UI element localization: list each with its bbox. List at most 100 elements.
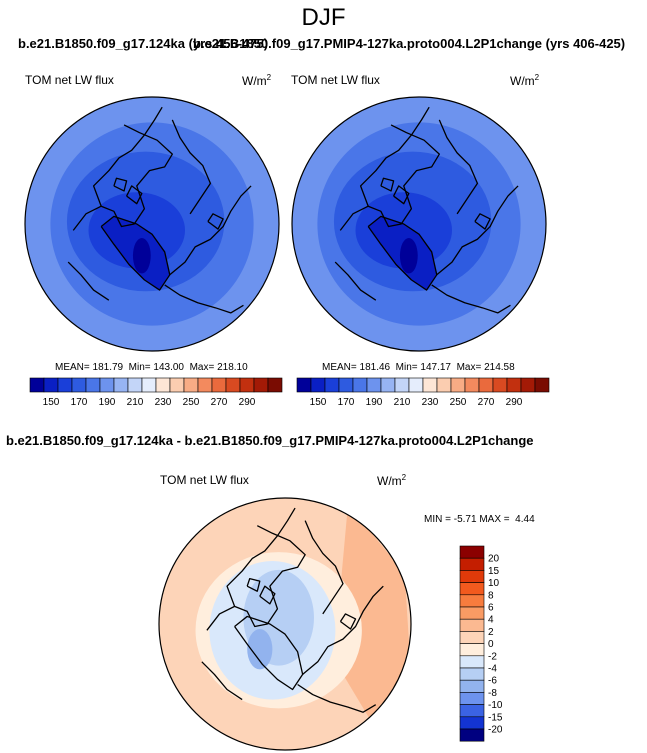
colorbar-swatch-4 <box>85 377 101 393</box>
map-boundary <box>24 96 280 352</box>
warm-anomaly-region <box>335 504 411 725</box>
polar-map-difference <box>158 497 412 751</box>
diff-colorbar-swatch-11 <box>459 679 485 693</box>
coastline-1 <box>226 507 296 607</box>
coastlines <box>67 106 252 314</box>
diff-colorbar-swatch-4 <box>459 594 485 608</box>
colorbar-swatch-8 <box>141 377 157 393</box>
max-left: 218.10 <box>217 362 248 373</box>
coastlines <box>201 507 384 713</box>
min-right: 147.17 <box>420 362 451 373</box>
colorbar-tick-270: 270 <box>211 397 228 408</box>
diff-colorbar-tick-10: 10 <box>488 578 500 589</box>
coastline-8 <box>339 613 357 630</box>
diff-colorbar-swatch-9 <box>459 655 485 669</box>
colorbar-tick-190: 190 <box>366 397 383 408</box>
diff-colorbar-tick--8: -8 <box>488 688 497 699</box>
variable-label-left: TOM net LW flux <box>25 73 114 87</box>
mean-right: 181.46 <box>359 362 391 373</box>
colorbar-swatch-14 <box>225 377 241 393</box>
colorbar-tick-170: 170 <box>338 397 355 408</box>
variable-label-right: TOM net LW flux <box>291 73 380 87</box>
polar-map-left <box>24 96 280 352</box>
coastline-7 <box>380 177 395 192</box>
diff-colorbar-tick-0: 0 <box>488 639 494 650</box>
case-title-left: b.e21.B1850.f09_g17.124ka (yrs 456-475) <box>18 36 269 51</box>
greenland-minimum <box>132 237 151 274</box>
coastline-6 <box>259 585 276 605</box>
colorbar-swatch-12 <box>464 377 480 393</box>
diff-colorbar-swatch-6 <box>459 618 485 632</box>
units-label-left: W/m2 <box>242 73 272 88</box>
colorbar-tick-150: 150 <box>310 397 327 408</box>
diff-colorbar-tick--15: -15 <box>488 712 503 723</box>
coastline-8 <box>207 213 224 230</box>
colorbar-swatch-10 <box>436 377 452 393</box>
diff-colorbar-tick-6: 6 <box>488 603 494 614</box>
colorbar-swatch-8 <box>408 377 424 393</box>
mean-left: 181.79 <box>92 362 124 373</box>
colorbar-swatch-7 <box>127 377 143 393</box>
colorbar-tick-210: 210 <box>127 397 144 408</box>
colorbar-swatch-14 <box>492 377 508 393</box>
colorbar-swatch-0 <box>29 377 45 393</box>
colorbar-swatch-10 <box>169 377 185 393</box>
max-diff: 4.44 <box>515 514 535 525</box>
diff-colorbar-tick-15: 15 <box>488 566 500 577</box>
diff-colorbar-tick-2: 2 <box>488 627 494 638</box>
coastline-7 <box>113 177 128 192</box>
case-title-right: b.e21.B1850.f09_g17.PMIP4-127ka.proto004… <box>193 36 626 51</box>
colorbar-tick-230: 230 <box>155 397 172 408</box>
coastline-9 <box>67 261 110 301</box>
coastlines <box>334 106 519 314</box>
difference-title: b.e21.B1850.f09_g17.124ka - b.e21.B1850.… <box>6 433 534 448</box>
colorbar-swatch-12 <box>197 377 213 393</box>
diff-colorbar-swatch-5 <box>459 606 485 620</box>
colorbar-swatch-16 <box>253 377 269 393</box>
stats-diff: MIN = -5.71 MAX = 4.44 <box>424 514 535 525</box>
map-boundary <box>158 497 412 751</box>
diff-colorbar-tick-8: 8 <box>488 590 494 601</box>
colorbar-swatch-3 <box>338 377 354 393</box>
colorbar-swatch-2 <box>57 377 73 393</box>
coastline-2 <box>234 615 304 691</box>
diff-colorbar-swatch-15 <box>459 728 485 742</box>
colorbar-swatch-13 <box>211 377 227 393</box>
diff-colorbar-tick--6: -6 <box>488 676 497 687</box>
map-fill <box>159 498 411 750</box>
colorbar-swatch-17 <box>267 377 283 393</box>
colorbar-left: 150 170 190 210 230 250 270 290 <box>29 377 283 408</box>
coastline-5 <box>171 119 212 215</box>
diff-colorbar-swatch-2 <box>459 570 485 583</box>
coastline-6 <box>393 185 410 205</box>
colorbar-swatch-9 <box>155 377 171 393</box>
greenland-minimum <box>399 237 418 274</box>
stats-right: MEAN= 181.46 Min= 147.17 Max= 214.58 <box>322 362 515 373</box>
colorbar-swatch-0 <box>296 377 312 393</box>
coastline-3 <box>297 683 377 713</box>
map-fill <box>292 97 546 351</box>
diff-colorbar-swatch-14 <box>459 716 485 730</box>
map-boundary <box>291 96 547 352</box>
coastline-4 <box>169 185 252 276</box>
coastline-3 <box>431 284 511 314</box>
units-label-right: W/m2 <box>510 73 540 88</box>
coastline-8 <box>474 213 491 230</box>
coastline-4 <box>436 185 519 276</box>
diff-colorbar-swatch-7 <box>459 631 485 644</box>
colorbar-swatch-17 <box>534 377 550 393</box>
greenland-anomaly <box>247 629 273 670</box>
max-right: 214.58 <box>484 362 515 373</box>
coastline-5 <box>438 119 479 215</box>
colorbar-swatch-3 <box>71 377 87 393</box>
map-fill <box>25 97 279 351</box>
colorbar-tick-210: 210 <box>394 397 411 408</box>
colorbar-tick-270: 270 <box>478 397 495 408</box>
colorbar-swatch-4 <box>352 377 368 393</box>
colorbar-swatch-16 <box>520 377 536 393</box>
stats-left: MEAN= 181.79 Min= 143.00 Max= 218.10 <box>55 362 248 373</box>
diff-colorbar-swatch-8 <box>459 643 485 657</box>
coastline-9 <box>334 261 377 301</box>
diff-colorbar-tick-20: 20 <box>488 554 500 565</box>
